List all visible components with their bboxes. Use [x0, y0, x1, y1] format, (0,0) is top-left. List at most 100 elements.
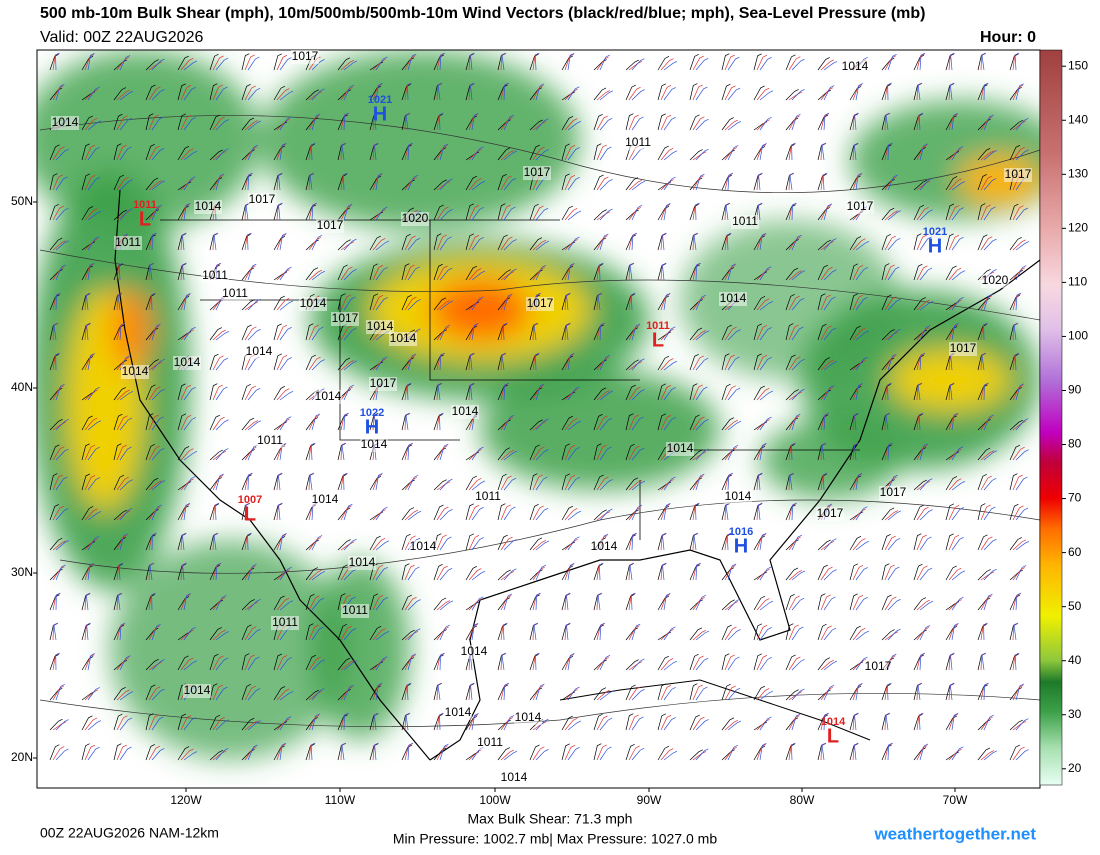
isobar-label: 1011 — [475, 489, 501, 503]
colorbar-label: 90 — [1068, 383, 1082, 397]
colorbar-label: 110 — [1068, 275, 1087, 289]
valid-time: Valid: 00Z 22AUG2026 — [40, 29, 203, 46]
isobar-label: 1014 — [842, 59, 869, 73]
isobar-label-bg — [841, 60, 869, 74]
isobar-label-bg — [724, 490, 752, 504]
colorbar-label: 30 — [1068, 707, 1082, 721]
isobar-label-bg — [221, 287, 249, 301]
isobar-label: 1014 — [122, 364, 149, 378]
title: 500 mb-10m Bulk Shear (mph), 10m/500mb/5… — [40, 5, 925, 22]
isobar-label: 1011 — [222, 286, 248, 300]
isobar-label-bg — [500, 771, 528, 785]
isobar-label: 1017 — [880, 485, 907, 499]
isobar-label: 1017 — [292, 49, 319, 63]
isobar-label: 1011 — [257, 433, 283, 447]
isobar-label-bg — [173, 356, 201, 370]
isobar-label-bg — [316, 219, 344, 233]
colorbar-label: 100 — [1068, 329, 1088, 343]
longitude-label: 100W — [479, 793, 511, 807]
isobar-label: 1014 — [300, 296, 327, 310]
isobar-label: 1011 — [115, 235, 141, 249]
isobar-label: 1017 — [524, 165, 551, 179]
isobar-label-bg — [121, 365, 149, 379]
isobar-label: 1014 — [461, 644, 488, 658]
isobar-label-bg — [311, 493, 339, 507]
isobar-label: 1014 — [246, 344, 273, 358]
isobar-label: 1017 — [847, 199, 874, 213]
model-run: 00Z 22AUG2026 NAM-12km — [40, 825, 219, 841]
colorbar — [1039, 49, 1063, 786]
isobar-label: 1014 — [515, 710, 542, 724]
isobar-label: 1011 — [342, 603, 368, 617]
longitude-label: 70W — [943, 793, 968, 807]
isobar-label-bg — [401, 212, 429, 226]
center-value: 1016 — [729, 526, 753, 538]
isobar-label: 1014 — [349, 555, 376, 569]
latitude-label: 30N — [11, 565, 33, 579]
isobar-label: 1014 — [315, 389, 342, 403]
isobar-label: 1017 — [817, 506, 844, 520]
isobar-label-bg — [314, 390, 342, 404]
center-letter: H — [373, 103, 387, 125]
isobar-label-bg — [949, 342, 977, 356]
longitude-label: 90W — [637, 793, 662, 807]
isobar-label-bg — [624, 136, 652, 150]
isobar-label-bg — [864, 660, 892, 674]
isobar-label: 1011 — [477, 735, 503, 749]
wind-barbs — [49, 52, 1030, 761]
colorbar-label: 140 — [1068, 112, 1088, 126]
isobar-label: 1014 — [667, 441, 694, 455]
isobar-label: 1014 — [390, 331, 417, 345]
latitude-label: 20N — [11, 750, 33, 764]
center-letter: H — [734, 535, 748, 557]
isobar-label-bg — [409, 540, 437, 554]
isobar-label: 1017 — [1005, 167, 1032, 181]
isobar-label-bg — [245, 345, 273, 359]
isobar-label: 1014 — [184, 683, 211, 697]
center-letter: L — [652, 329, 664, 351]
isobar-label: 1017 — [865, 659, 892, 673]
colorbar-label: 130 — [1068, 166, 1088, 180]
center-letter: H — [928, 235, 942, 257]
center-letter: L — [244, 503, 256, 525]
isobar-label: 1017 — [249, 192, 276, 206]
isobar-label-bg — [248, 193, 276, 207]
isobar-label-bg — [331, 312, 359, 326]
isobar-label-bg — [183, 684, 211, 698]
isobar-label-bg — [369, 377, 397, 391]
isobar-label: 1014 — [445, 705, 472, 719]
isobar-label: 1011 — [202, 268, 228, 282]
isobar-label: 1014 — [52, 115, 79, 129]
colorbar-label: 80 — [1068, 437, 1082, 451]
isobar-label-bg — [719, 292, 747, 306]
colorbar-label: 70 — [1068, 491, 1082, 505]
longitude-label: 80W — [790, 793, 815, 807]
isobar-label-bg — [816, 507, 844, 521]
isobar-label: 1014 — [174, 355, 201, 369]
forecast-hour: Hour: 0 — [980, 29, 1036, 46]
max-shear: Max Bulk Shear: 71.3 mph — [468, 811, 633, 827]
site-name[interactable]: weathertogether.net — [873, 824, 1036, 843]
isobar-label-bg — [291, 50, 319, 64]
latitude-label: 50N — [11, 194, 33, 208]
isobar-label: 1014 — [725, 489, 752, 503]
colorbar-label: 60 — [1068, 545, 1082, 559]
pressure-range: Min Pressure: 1002.7 mb| Max Pressure: 1… — [393, 831, 717, 847]
colorbar-label: 120 — [1068, 221, 1088, 235]
isobar-label: 1014 — [591, 539, 618, 553]
isobar-label: 1011 — [625, 135, 651, 149]
map-background — [37, 50, 1040, 788]
isobar-label-bg — [590, 540, 618, 554]
isobar-label-bg — [451, 405, 479, 419]
latitude-label: 40N — [11, 380, 33, 394]
isobar-label-bg — [1004, 168, 1032, 182]
center-value: 1007 — [238, 494, 262, 506]
isobar-label: 1014 — [195, 199, 222, 213]
isobar-label: 1017 — [370, 376, 397, 390]
isobar-label: 1014 — [312, 492, 339, 506]
isobar-label-bg — [476, 736, 504, 750]
colorbar-label: 40 — [1068, 653, 1082, 667]
isobar-label-bg — [879, 486, 907, 500]
colorbar-label: 150 — [1068, 58, 1088, 72]
